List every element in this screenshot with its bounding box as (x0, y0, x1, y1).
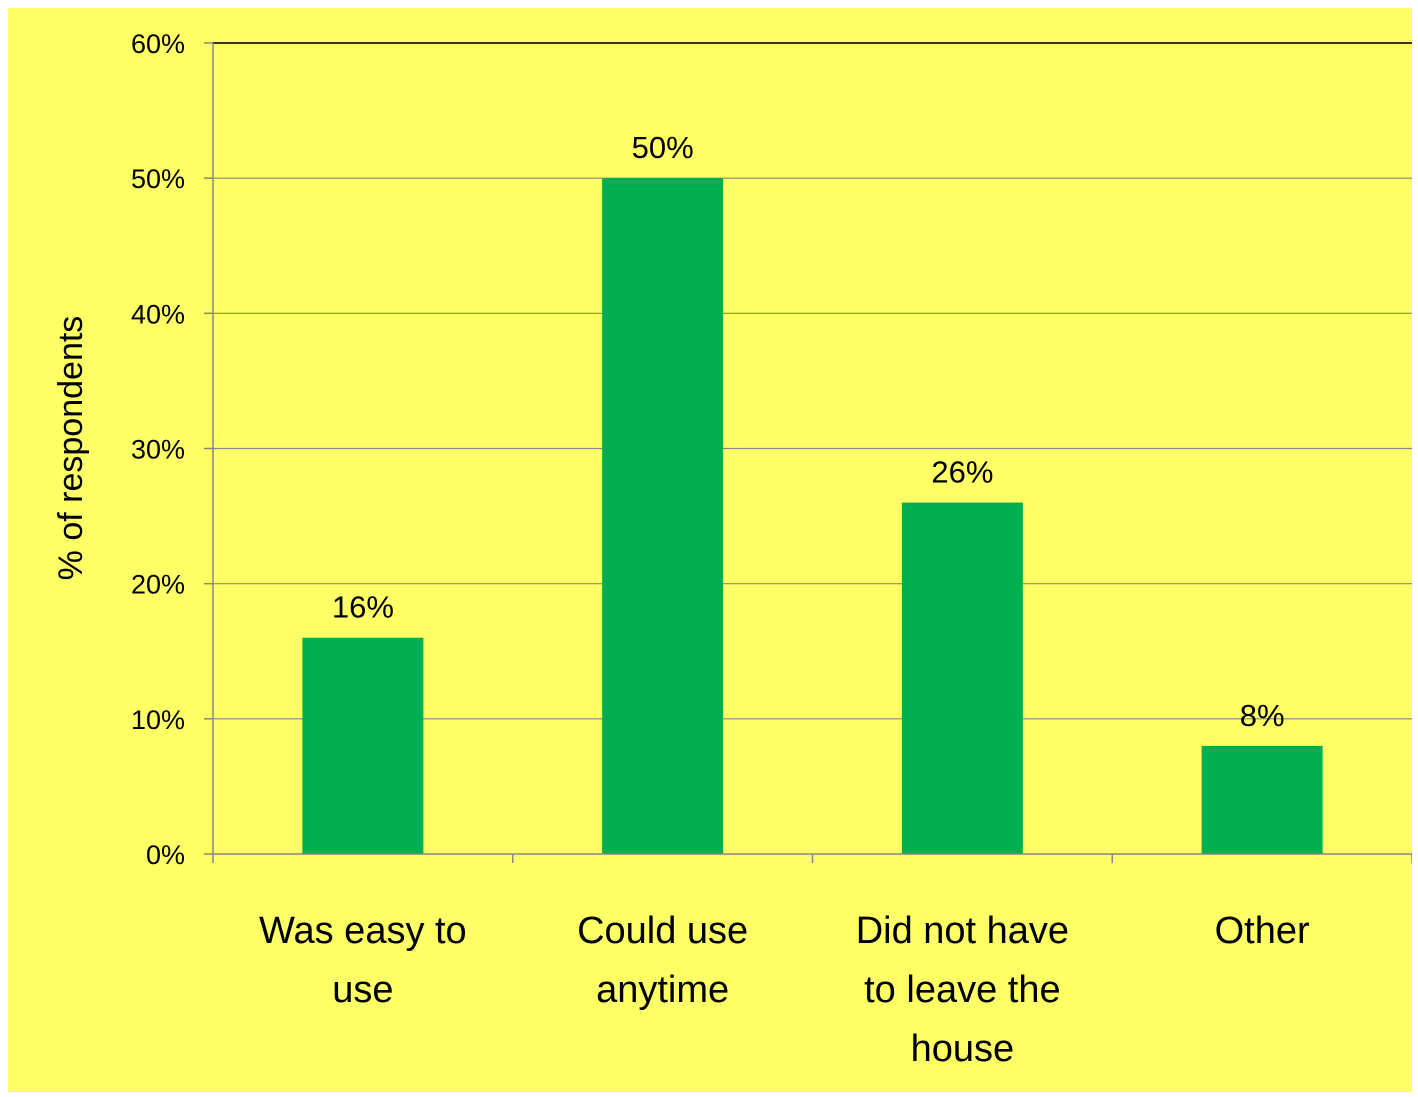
category-label-line: house (911, 1028, 1015, 1070)
category-label: Did not have to leave the house (856, 910, 1069, 1070)
chart-area: 0% 10% 20% 30% 40% 50% 60% 16% Was easy to use 50%… (8, 8, 1412, 1092)
y-tick-label: 0% (146, 840, 185, 870)
y-tick-label: 30% (131, 435, 185, 465)
bar (602, 178, 724, 854)
y-tick-label: 10% (131, 705, 185, 735)
category-label-line: use (332, 969, 393, 1011)
y-tick-label: 60% (131, 29, 185, 59)
category-label-line: anytime (596, 969, 729, 1011)
bars (302, 178, 1323, 854)
category-label-line: Did not have (856, 910, 1069, 952)
category-label-line: to leave the (864, 969, 1060, 1011)
bar (1201, 745, 1323, 854)
bar (302, 637, 424, 854)
labels: 0% 10% 20% 30% 40% 50% 60% 16% Was easy to use 50%… (131, 29, 1310, 1070)
data-label: 50% (632, 130, 694, 165)
data-label: 16% (332, 590, 394, 625)
y-tick-label: 20% (131, 570, 185, 600)
bar-chart: 0% 10% 20% 30% 40% 50% 60% 16% Was easy to use 50%… (52, 29, 1412, 1070)
category-label-line: Was easy to (259, 910, 467, 952)
data-label: 26% (931, 455, 993, 490)
axes (204, 42, 1412, 863)
category-label: Could use anytime (577, 910, 748, 1011)
bar (901, 502, 1023, 854)
category-label: Other (1215, 910, 1310, 952)
y-tick-label: 40% (131, 299, 185, 329)
y-tick-label: 50% (131, 164, 185, 194)
y-axis-title: % of respondents (52, 316, 90, 581)
data-label: 8% (1240, 698, 1285, 733)
category-label: Was easy to use (259, 910, 467, 1011)
category-label-line: Could use (577, 910, 748, 952)
category-label-line: Other (1215, 910, 1310, 952)
